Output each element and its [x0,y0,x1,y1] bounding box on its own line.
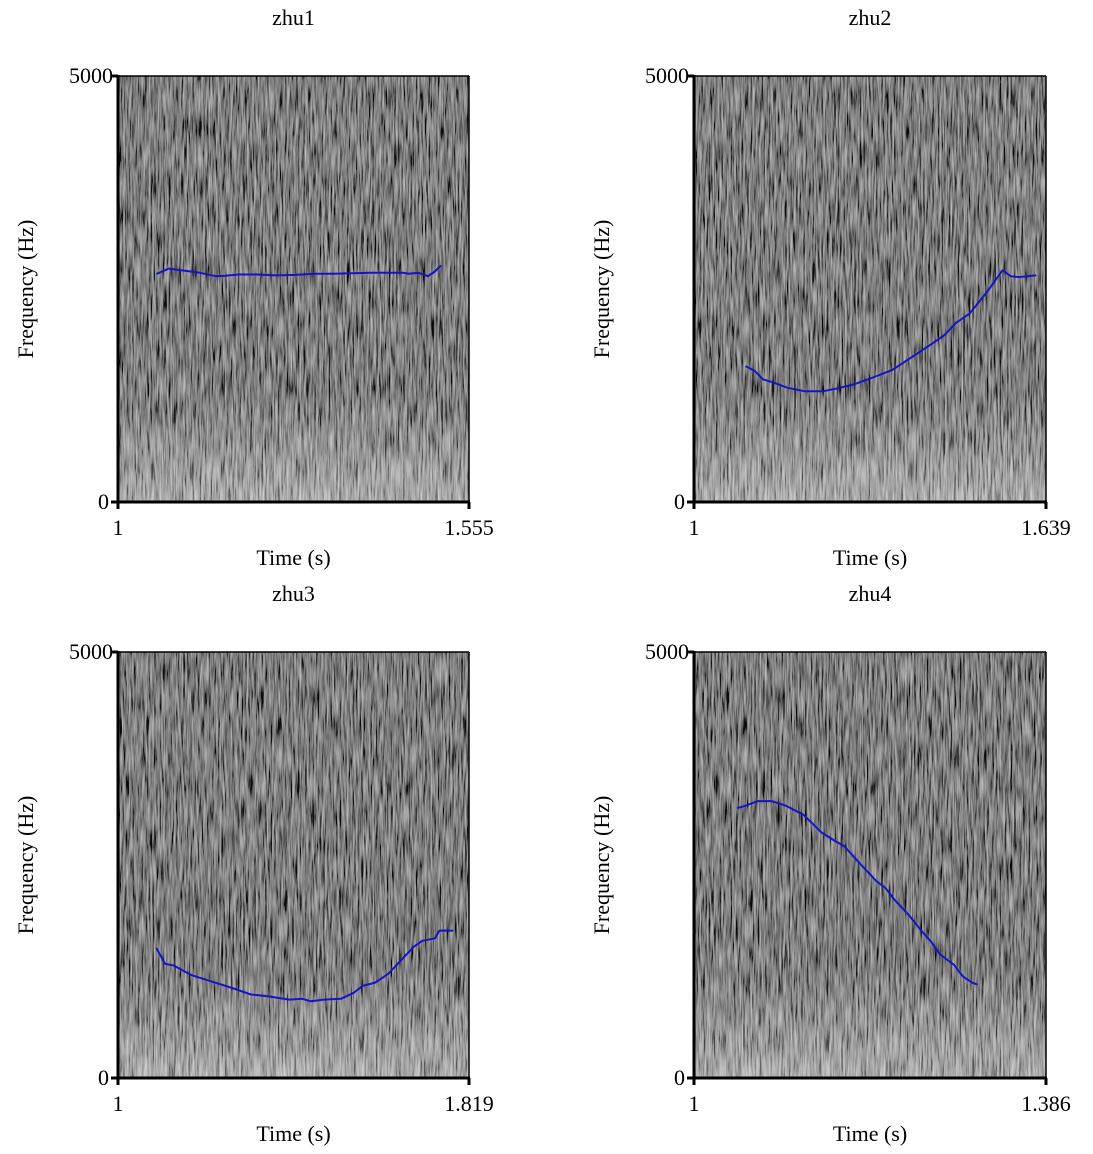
x-tick-label-right: 1.639 [1021,515,1071,540]
x-tick-label-left: 1 [113,515,124,540]
pitch-contour-line [745,269,1037,393]
spectrogram-fade [118,971,469,1078]
spectrogram-fade [118,395,469,502]
pitch-contour-line [736,800,978,986]
chart-title: zhu4 [849,581,892,606]
x-tick-label-left: 1 [113,1091,124,1116]
y-tick-label-bottom: 0 [674,1065,685,1090]
spectrogram-fade [694,971,1046,1078]
x-tick-label-right: 1.819 [444,1091,494,1116]
x-axis-label: Time (s) [833,1121,907,1146]
y-tick-label-top: 5000 [69,639,113,664]
y-axis-label: Frequency (Hz) [13,796,38,935]
x-axis-label: Time (s) [833,545,907,570]
spectrogram-fade [694,395,1046,502]
x-axis-label: Time (s) [256,545,330,570]
x-tick-label-left: 1 [689,515,700,540]
x-tick-label-right: 1.386 [1021,1091,1071,1116]
y-axis-label: Frequency (Hz) [13,220,38,359]
y-tick-label-top: 5000 [69,63,113,88]
y-tick-label-bottom: 0 [674,489,685,514]
chart-title: zhu1 [272,5,315,30]
chart-title: zhu3 [272,581,315,606]
x-axis-label: Time (s) [256,1121,330,1146]
chart-panel-2: zhu2 5000 01 1.639 Time (s) Frequency (Hz) [589,5,1071,570]
y-tick-label-top: 5000 [645,639,689,664]
chart-panel-3: zhu3 5000 01 1.819 Time (s) Frequency (Hz) [13,581,494,1146]
y-tick-label-bottom: 0 [98,489,109,514]
pitch-contour-line [155,929,454,1003]
chart-panel-4: zhu4 5000 01 1.386 Time (s) Frequency (Hz) [589,581,1071,1146]
x-tick-label-right: 1.555 [444,515,494,540]
y-tick-label-bottom: 0 [98,1065,109,1090]
chart-title: zhu2 [849,5,892,30]
x-tick-label-left: 1 [689,1091,700,1116]
chart-panel-1: zhu1 5000 01 1.555 Time (s) Frequency (Hz) [13,5,494,570]
y-tick-label-top: 5000 [645,63,689,88]
pitch-contour-line [156,265,442,278]
y-axis-label: Frequency (Hz) [589,796,614,935]
y-axis-label: Frequency (Hz) [589,220,614,359]
